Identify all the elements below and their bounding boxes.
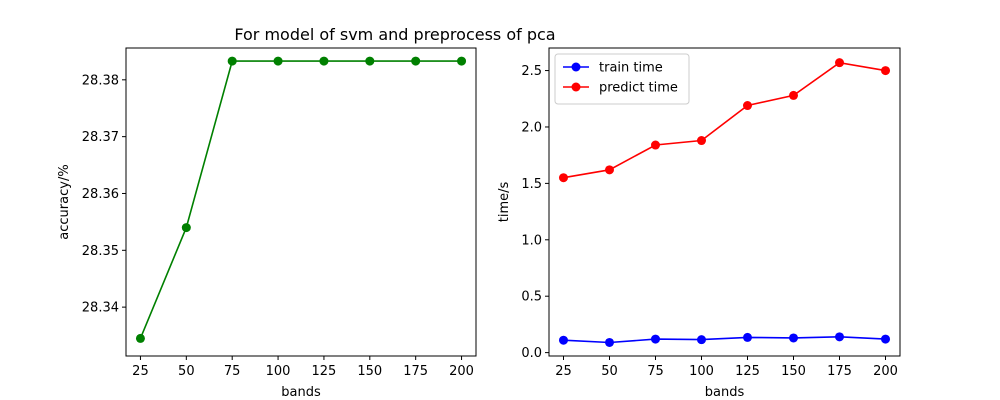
x-axis-label: bands (705, 385, 745, 400)
legend-label: predict time (599, 81, 678, 96)
y-tick-label: 0.0 (521, 346, 542, 361)
train-time-point (696, 335, 706, 345)
x-tick-label: 150 (781, 364, 806, 379)
predict-time-point (743, 101, 753, 111)
y-axis-label: accuracy/% (57, 164, 72, 239)
accuracy-point (319, 56, 329, 66)
legend-label: train time (599, 61, 663, 76)
train-time-point (789, 333, 799, 343)
time-chart: 25 50 75 100 125 150 175 200 0.0 0.5 1.0 1.5 2.0 2.5 b… (497, 47, 901, 400)
accuracy-point (227, 56, 237, 66)
accuracy-point (411, 56, 421, 66)
x-tick-label: 25 (555, 364, 572, 379)
x-tick-label: 50 (178, 364, 195, 379)
x-tick-label: 100 (266, 364, 291, 379)
x-tick-label: 200 (449, 364, 474, 379)
x-tick-label: 150 (357, 364, 382, 379)
y-tick-label: 28.36 (82, 187, 119, 202)
x-tick-label: 25 (132, 364, 149, 379)
accuracy-point (365, 56, 375, 66)
y-tick-label: 1.0 (521, 233, 542, 248)
predict-time-line (563, 61, 886, 179)
y-tick-label: 2.0 (521, 120, 542, 135)
y-tick-label: 28.35 (82, 244, 119, 259)
accuracy-point (273, 56, 283, 66)
y-tick-label: 2.5 (521, 64, 542, 79)
accuracy-point (457, 56, 467, 66)
predict-time-point (696, 136, 706, 146)
accuracy-point (135, 333, 145, 343)
x-tick-label: 175 (827, 364, 852, 379)
plot-frame (548, 47, 901, 357)
y-axis-label: time/s (497, 182, 512, 223)
x-tick-label: 125 (312, 364, 337, 379)
x-tick-label: 75 (647, 364, 664, 379)
accuracy-line (139, 60, 462, 339)
train-time-point (558, 335, 568, 345)
predict-time-point (558, 173, 568, 183)
x-axis-label: bands (281, 385, 321, 400)
x-tick-label: 50 (601, 364, 618, 379)
x-tick-label: 100 (689, 364, 714, 379)
legend-swatch-marker (571, 82, 581, 92)
train-time-line (563, 335, 886, 344)
y-tick-label: 28.37 (82, 130, 119, 145)
y-tick-label: 1.5 (521, 177, 542, 192)
predict-time-point (835, 58, 845, 68)
x-tick-label: 175 (403, 364, 428, 379)
x-tick-label: 200 (873, 364, 898, 379)
plot-frame (125, 47, 477, 357)
predict-time-point (789, 90, 799, 100)
accuracy-point (181, 223, 191, 233)
train-time-point (650, 334, 660, 344)
train-time-point (743, 332, 753, 342)
y-tick-label: 28.38 (82, 73, 119, 88)
y-tick-label: 0.5 (521, 290, 542, 305)
train-time-point (604, 337, 614, 347)
y-tick-label: 28.34 (82, 301, 119, 316)
accuracy-chart: 25 50 75 100 125 150 175 200 28.34 28.35 28.36 28.3… (57, 47, 477, 400)
train-time-point (835, 332, 845, 342)
predict-time-point (650, 140, 660, 150)
predict-time-point (881, 66, 891, 76)
predict-time-point (604, 165, 614, 175)
x-tick-label: 75 (224, 364, 241, 379)
x-tick-label: 125 (735, 364, 760, 379)
train-time-point (881, 334, 891, 344)
legend-swatch-marker (571, 62, 581, 72)
figure-title: For model of svm and preprocess of pca (234, 25, 555, 44)
